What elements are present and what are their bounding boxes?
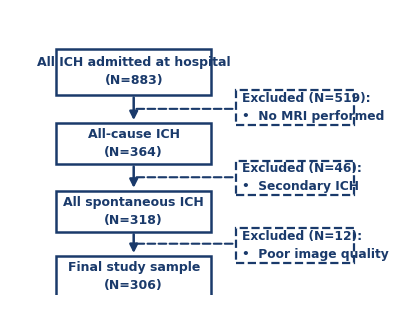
Text: Excluded (N=46):
•  Secondary ICH: Excluded (N=46): • Secondary ICH (242, 162, 362, 193)
Text: Excluded (N=519):
•  No MRI performed: Excluded (N=519): • No MRI performed (242, 92, 384, 123)
Text: All spontaneous ICH
(N=318): All spontaneous ICH (N=318) (63, 196, 204, 227)
Text: All ICH admitted at hospital
(N=883): All ICH admitted at hospital (N=883) (37, 56, 230, 87)
Text: All-cause ICH
(N=364): All-cause ICH (N=364) (88, 128, 180, 159)
Text: Final study sample
(N=306): Final study sample (N=306) (68, 261, 200, 292)
Text: Excluded (N=12):
•  Poor image quality: Excluded (N=12): • Poor image quality (242, 230, 389, 261)
FancyBboxPatch shape (236, 90, 354, 125)
FancyBboxPatch shape (56, 123, 211, 164)
FancyBboxPatch shape (56, 256, 211, 297)
FancyBboxPatch shape (236, 161, 354, 195)
FancyBboxPatch shape (56, 49, 211, 95)
FancyBboxPatch shape (56, 191, 211, 232)
FancyBboxPatch shape (236, 228, 354, 263)
